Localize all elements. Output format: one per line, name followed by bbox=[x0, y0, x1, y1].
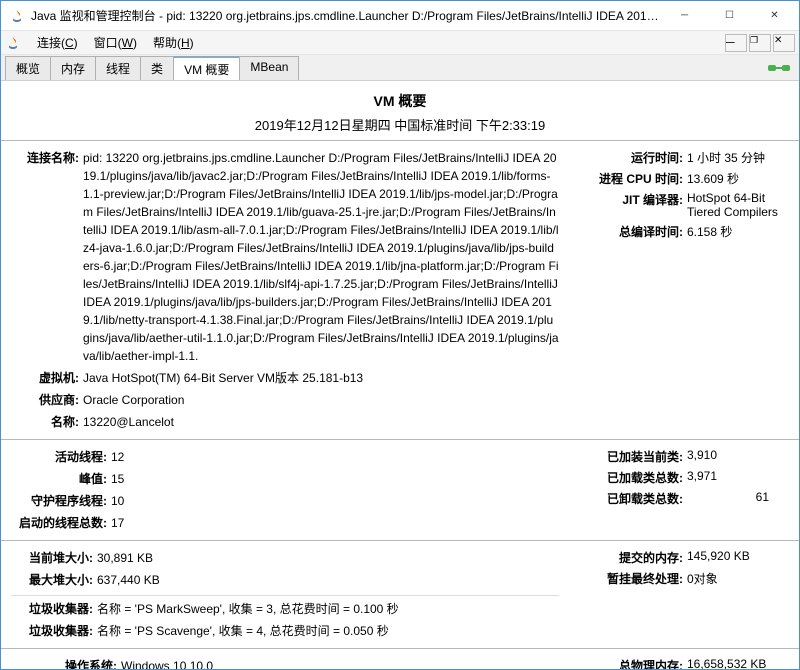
conn-label: 连接名称: bbox=[11, 149, 83, 166]
main-window: Java 监视和管理控制台 - pid: 13220 org.jetbrains… bbox=[0, 0, 800, 670]
java-icon bbox=[5, 35, 21, 51]
cpu-value: 13.609 秒 bbox=[687, 170, 789, 187]
child-minimize-button[interactable]: ─ bbox=[725, 34, 747, 52]
committed-label: 提交的内存: bbox=[567, 549, 687, 566]
gc1-value: 名称 = 'PS MarkSweep', 收集 = 3, 总花费时间 = 0.1… bbox=[97, 600, 559, 618]
menu-help[interactable]: 帮助(H) bbox=[145, 32, 202, 53]
section-os: 操作系统:Windows 10 10.0 体系结构:amd64 处理程序数:8 … bbox=[1, 648, 799, 669]
conn-value: pid: 13220 org.jetbrains.jps.cmdline.Lau… bbox=[83, 149, 559, 365]
total-label: 已加载类总数: bbox=[567, 469, 687, 486]
vm-label: 虚拟机: bbox=[11, 369, 83, 386]
vendor-value: Oracle Corporation bbox=[83, 391, 559, 409]
maxheap-value: 637,440 KB bbox=[97, 571, 559, 589]
committed-value: 145,920 KB bbox=[687, 549, 789, 563]
os-label: 操作系统: bbox=[11, 657, 121, 669]
total-value: 3,971 bbox=[687, 469, 789, 483]
tab-classes[interactable]: 类 bbox=[140, 56, 174, 80]
vm-header: VM 概要 2019年12月12日星期四 中国标准时间 下午2:33:19 bbox=[1, 81, 799, 140]
tab-threads[interactable]: 线程 bbox=[95, 56, 141, 80]
java-icon bbox=[9, 8, 25, 24]
loaded-label: 已加装当前类: bbox=[567, 448, 687, 465]
name-label: 名称: bbox=[11, 413, 83, 430]
maximize-button[interactable]: ☐ bbox=[707, 2, 752, 30]
curheap-value: 30,891 KB bbox=[97, 549, 559, 567]
section-connection: 连接名称:pid: 13220 org.jetbrains.jps.cmdlin… bbox=[1, 140, 799, 439]
uptime-label: 运行时间: bbox=[567, 149, 687, 166]
jit-value: HotSpot 64-Bit Tiered Compilers bbox=[687, 191, 789, 219]
peak-value: 15 bbox=[111, 470, 559, 488]
daemon-value: 10 bbox=[111, 492, 559, 510]
section-threads: 活动线程:12 峰值:15 守护程序线程:10 启动的线程总数:17 已加装当前… bbox=[1, 439, 799, 540]
tab-mbeans[interactable]: MBean bbox=[239, 56, 299, 80]
pending-label: 暂挂最终处理: bbox=[567, 570, 687, 587]
close-button[interactable]: ✕ bbox=[752, 2, 797, 30]
cpu-label: 进程 CPU 时间: bbox=[567, 170, 687, 187]
unloaded-label: 已卸载类总数: bbox=[567, 490, 687, 507]
started-label: 启动的线程总数: bbox=[11, 514, 111, 531]
peak-label: 峰值: bbox=[11, 470, 111, 487]
live-label: 活动线程: bbox=[11, 448, 111, 465]
daemon-label: 守护程序线程: bbox=[11, 492, 111, 509]
page-title: VM 概要 bbox=[1, 91, 799, 111]
gc1-label: 垃圾收集器: bbox=[11, 600, 97, 617]
started-value: 17 bbox=[111, 514, 559, 532]
child-close-button[interactable]: ✕ bbox=[773, 34, 795, 52]
menu-window[interactable]: 窗口(W) bbox=[86, 32, 145, 53]
compile-value: 6.158 秒 bbox=[687, 223, 789, 240]
unloaded-value: 61 bbox=[687, 490, 789, 504]
tab-memory[interactable]: 内存 bbox=[50, 56, 96, 80]
menubar: 连接(C) 窗口(W) 帮助(H) ─ ❐ ✕ bbox=[1, 31, 799, 55]
window-controls: ─ ☐ ✕ bbox=[662, 2, 797, 30]
connection-status-icon bbox=[767, 60, 791, 76]
window-title: Java 监视和管理控制台 - pid: 13220 org.jetbrains… bbox=[31, 7, 662, 24]
jit-label: JIT 编译器: bbox=[567, 191, 687, 208]
phys-label: 总物理内存: bbox=[567, 657, 687, 669]
content-area: VM 概要 2019年12月12日星期四 中国标准时间 下午2:33:19 连接… bbox=[1, 81, 799, 669]
vendor-label: 供应商: bbox=[11, 391, 83, 408]
compile-label: 总编译时间: bbox=[567, 223, 687, 240]
name-value: 13220@Lancelot bbox=[83, 413, 559, 431]
uptime-value: 1 小时 35 分钟 bbox=[687, 149, 789, 166]
child-restore-button[interactable]: ❐ bbox=[749, 34, 771, 52]
minimize-button[interactable]: ─ bbox=[662, 2, 707, 30]
curheap-label: 当前堆大小: bbox=[11, 549, 97, 566]
timestamp: 2019年12月12日星期四 中国标准时间 下午2:33:19 bbox=[1, 115, 799, 134]
gc2-value: 名称 = 'PS Scavenge', 收集 = 4, 总花费时间 = 0.05… bbox=[97, 622, 559, 640]
tab-vmsummary[interactable]: VM 概要 bbox=[173, 56, 240, 80]
os-value: Windows 10 10.0 bbox=[121, 657, 559, 669]
tab-bar: 概览 内存 线程 类 VM 概要 MBean bbox=[1, 55, 799, 81]
gc2-label: 垃圾收集器: bbox=[11, 622, 97, 639]
vm-value: Java HotSpot(TM) 64-Bit Server VM版本 25.1… bbox=[83, 369, 559, 387]
phys-value: 16,658,532 KB bbox=[687, 657, 789, 669]
maxheap-label: 最大堆大小: bbox=[11, 571, 97, 588]
tab-overview[interactable]: 概览 bbox=[5, 56, 51, 80]
loaded-value: 3,910 bbox=[687, 448, 789, 462]
pending-value: 0对象 bbox=[687, 570, 789, 587]
titlebar: Java 监视和管理控制台 - pid: 13220 org.jetbrains… bbox=[1, 1, 799, 31]
live-value: 12 bbox=[111, 448, 559, 466]
section-heap: 当前堆大小:30,891 KB 最大堆大小:637,440 KB 垃圾收集器:名… bbox=[1, 540, 799, 648]
menu-connect[interactable]: 连接(C) bbox=[29, 32, 86, 53]
